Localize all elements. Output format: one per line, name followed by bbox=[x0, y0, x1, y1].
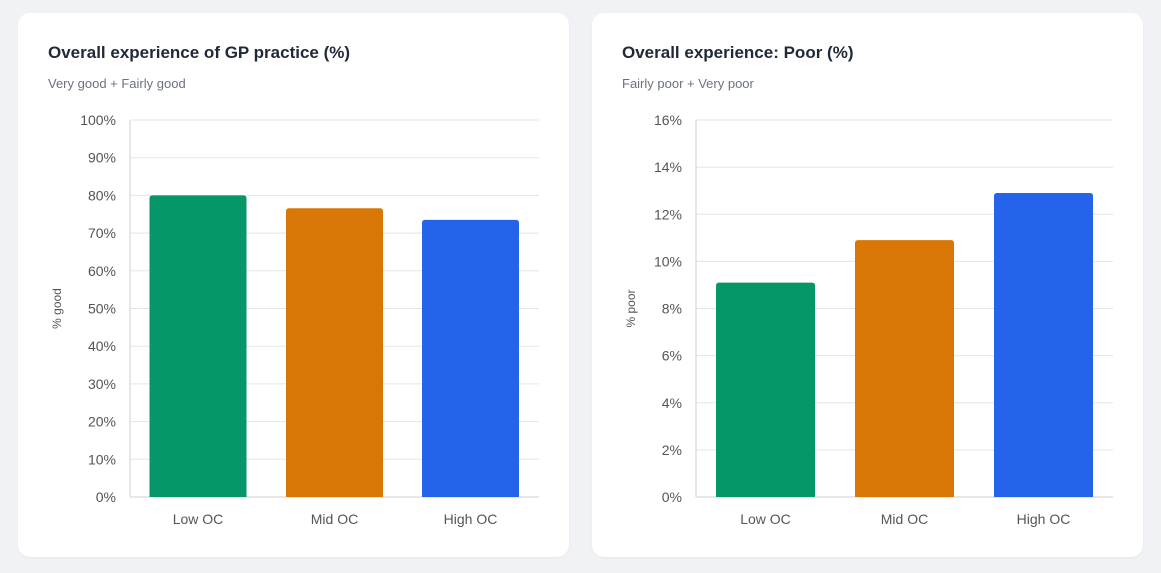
x-tick-label: Mid OC bbox=[311, 511, 358, 527]
bar-low-oc bbox=[716, 282, 815, 497]
bar-high-oc bbox=[994, 193, 1093, 497]
y-axis-label: % poor bbox=[624, 289, 638, 327]
y-tick-label: 2% bbox=[662, 442, 682, 458]
chart-title: Overall experience: Poor (%) bbox=[622, 43, 854, 62]
y-tick-label: 20% bbox=[88, 414, 116, 430]
chart-title: Overall experience of GP practice (%) bbox=[48, 43, 351, 62]
bar-mid-oc bbox=[855, 240, 954, 497]
y-tick-label: 6% bbox=[662, 348, 682, 364]
y-tick-label: 40% bbox=[88, 338, 116, 354]
chart-subtitle: Fairly poor + Very poor bbox=[622, 76, 754, 91]
y-tick-label: 80% bbox=[88, 187, 116, 203]
y-tick-label: 16% bbox=[654, 112, 682, 128]
x-tick-label: Low OC bbox=[173, 511, 224, 527]
bar-low-oc bbox=[149, 195, 247, 497]
y-tick-label: 12% bbox=[654, 206, 682, 222]
y-tick-label: 50% bbox=[88, 301, 116, 317]
y-tick-label: 4% bbox=[662, 395, 682, 411]
x-tick-label: High OC bbox=[1017, 511, 1071, 527]
y-tick-label: 0% bbox=[662, 489, 682, 505]
y-tick-label: 100% bbox=[80, 112, 116, 128]
y-tick-label: 30% bbox=[88, 376, 116, 392]
chart-card-overall-experience: Overall experience of GP practice (%) Ve… bbox=[18, 13, 569, 557]
y-tick-label: 8% bbox=[662, 301, 682, 317]
y-tick-label: 90% bbox=[88, 150, 116, 166]
x-tick-label: Mid OC bbox=[881, 511, 928, 527]
bar-mid-oc bbox=[286, 208, 383, 497]
chart-card-overall-poor: Overall experience: Poor (%) Fairly poor… bbox=[592, 13, 1143, 557]
x-tick-label: Low OC bbox=[740, 511, 791, 527]
y-tick-label: 10% bbox=[654, 253, 682, 269]
y-axis-label: % good bbox=[50, 288, 64, 329]
x-tick-label: High OC bbox=[444, 511, 498, 527]
bar-high-oc bbox=[422, 219, 519, 497]
y-tick-label: 10% bbox=[88, 451, 116, 467]
y-tick-label: 0% bbox=[96, 489, 116, 505]
bar-chart-overall-poor: 0% 2% 4% 6% 8% 10% 12% 14% 16% Low OC Mid OC High O… bbox=[624, 112, 1113, 527]
y-tick-label: 70% bbox=[88, 225, 116, 241]
chart-subtitle: Very good + Fairly good bbox=[48, 76, 186, 91]
bar-chart-overall-good: 0% 10% 20% 30% 40% 50% 60% 70% 80% 90% 100% Low OC M… bbox=[50, 112, 539, 527]
y-tick-label: 14% bbox=[654, 159, 682, 175]
y-tick-label: 60% bbox=[88, 263, 116, 279]
